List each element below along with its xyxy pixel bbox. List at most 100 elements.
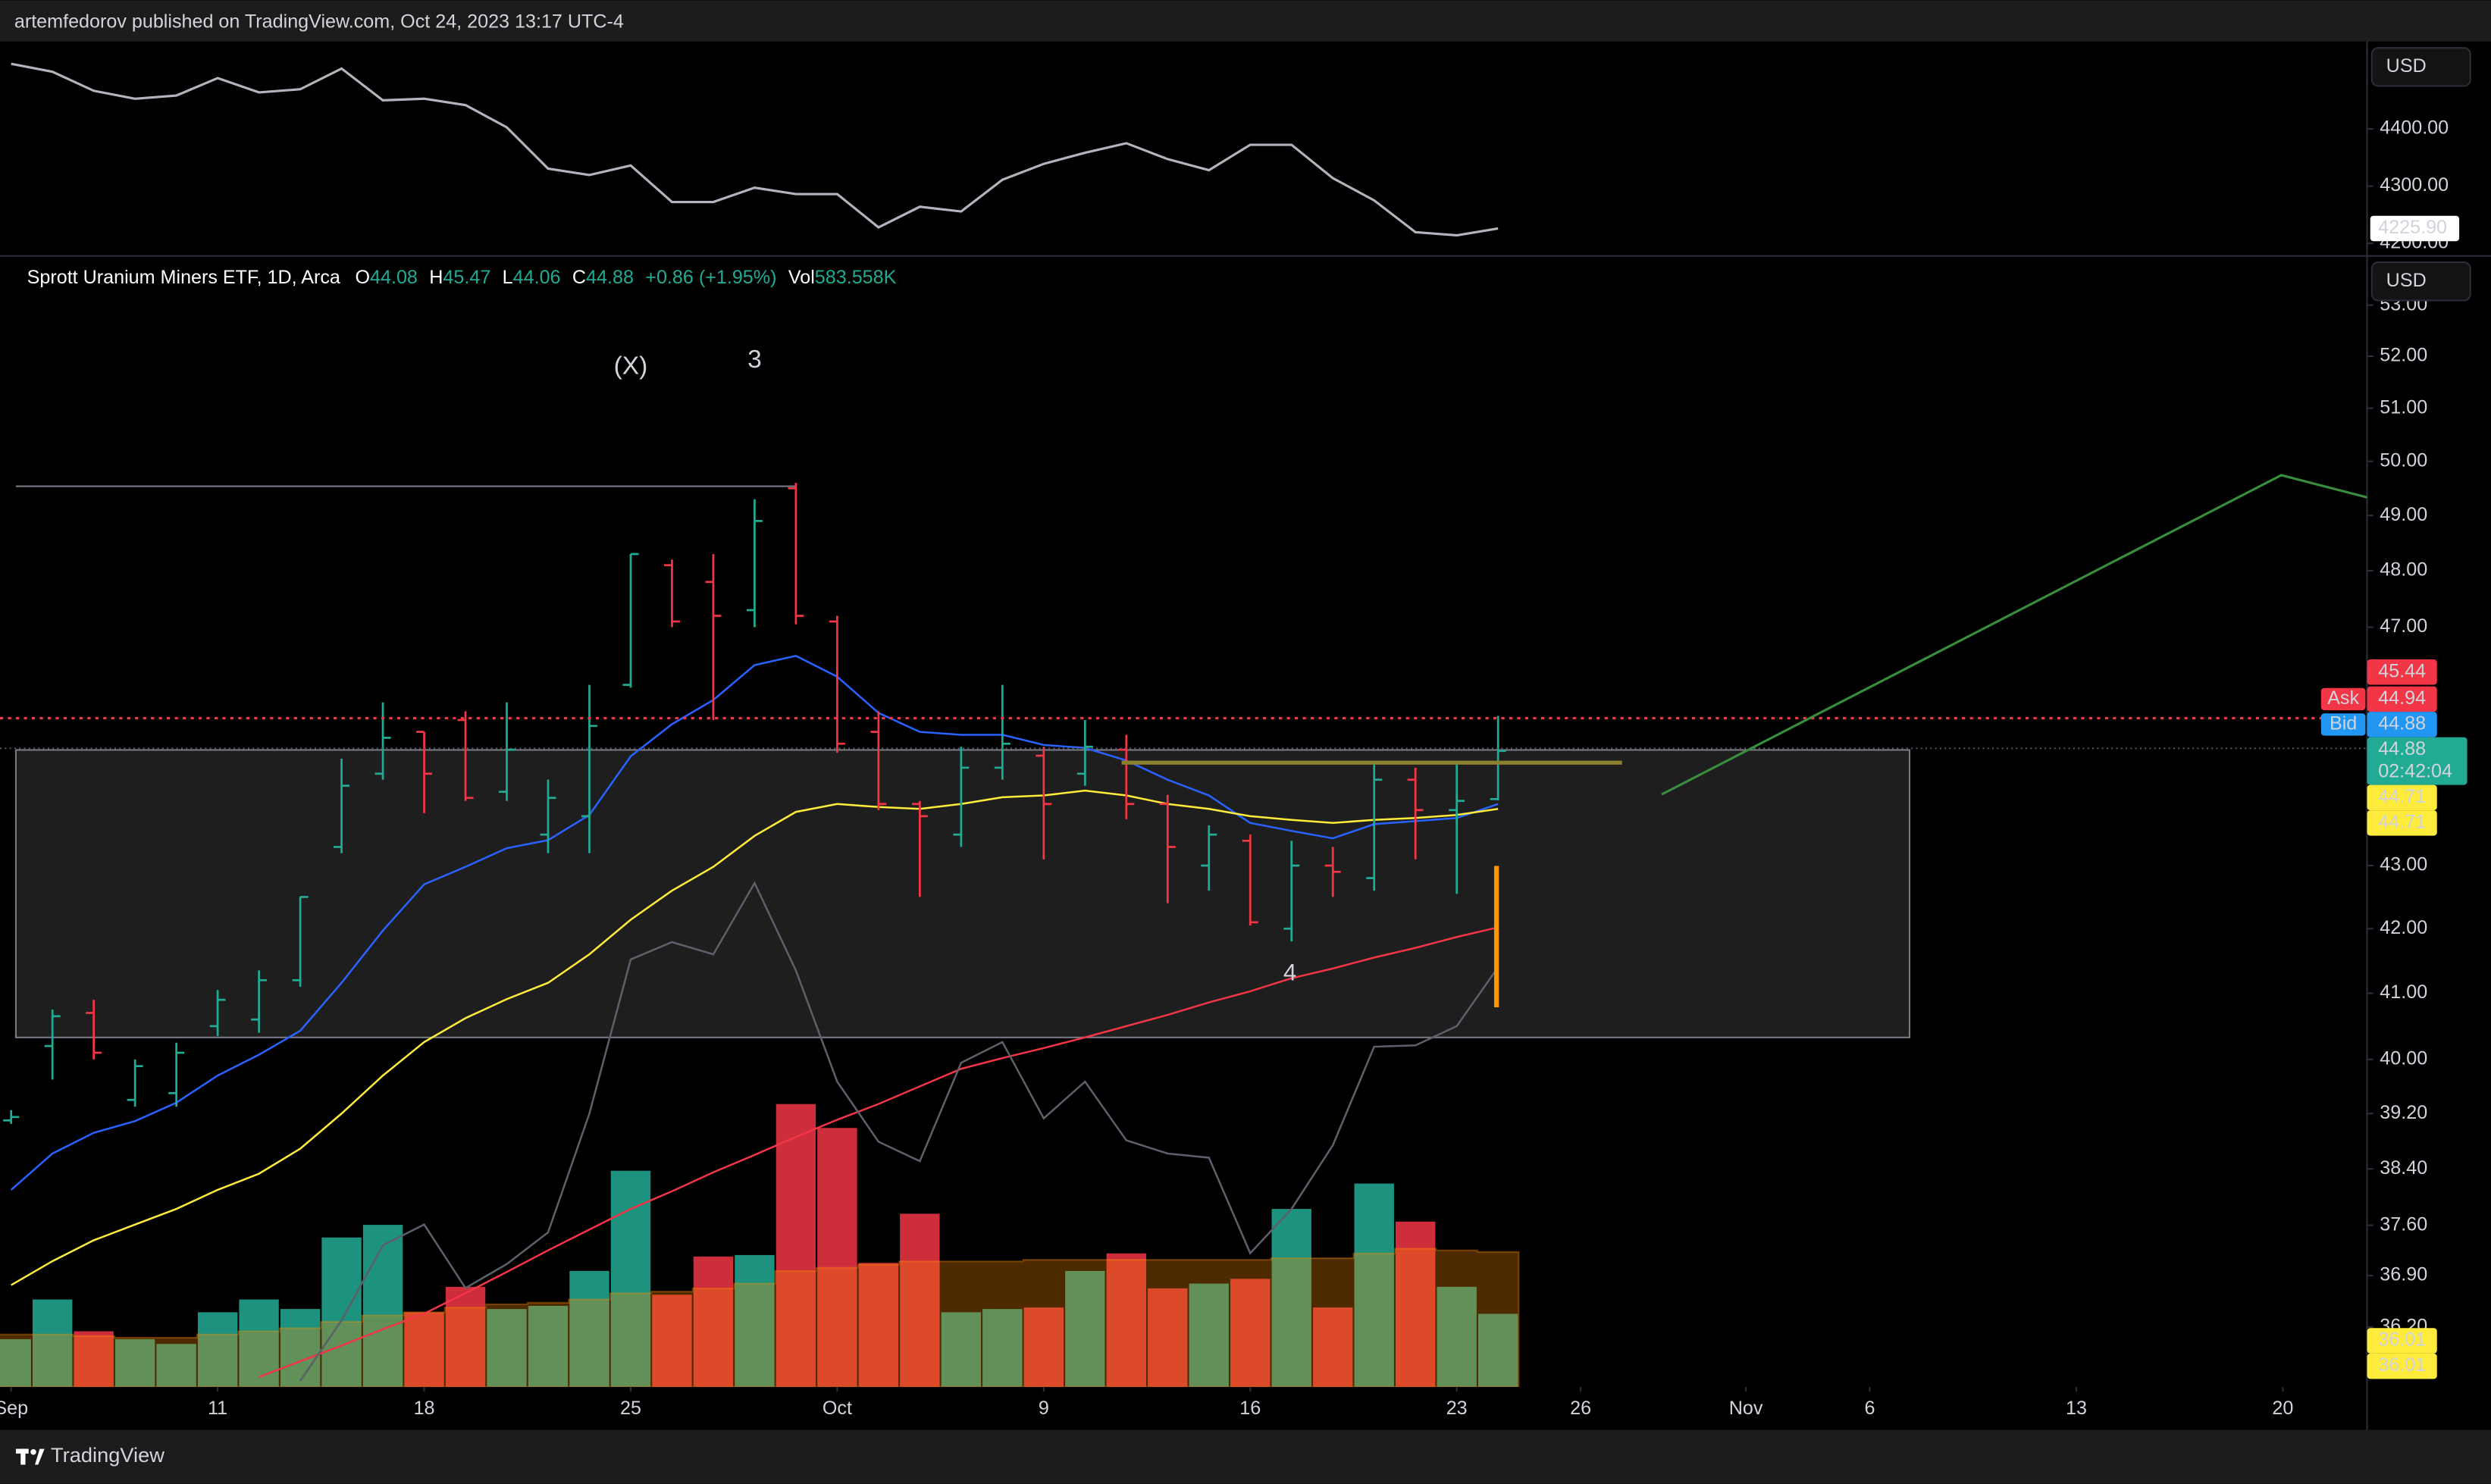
currency-button[interactable]: USD: [2370, 47, 2471, 87]
x-tick-label: 26: [1570, 1398, 1591, 1419]
y-tick-label: 40.00: [2380, 1047, 2427, 1069]
y-tick-label: 48.00: [2380, 559, 2427, 581]
x-tick-label: 23: [1446, 1398, 1468, 1419]
legend-value: 44.88: [586, 267, 634, 288]
volume-bar: [900, 1213, 940, 1387]
volume-bar: [32, 1299, 73, 1387]
price-tag-label: 44.88: [2378, 738, 2426, 759]
last-value-label: 4225.90: [2378, 217, 2447, 238]
y-tick-label: 41.00: [2380, 982, 2427, 1003]
header-text: artemfedorov published on TradingView.co…: [14, 11, 624, 32]
volume-bar: [941, 1312, 982, 1387]
bar-layer: [3, 483, 1506, 1124]
legend-value: 44.08: [370, 267, 418, 288]
price-tag: [2367, 1328, 2437, 1354]
price-tag-label: 44.94: [2378, 687, 2426, 709]
price-tag-side: [2320, 713, 2366, 736]
price-tag-label: 44.71: [2378, 812, 2426, 833]
y-tick-label: 43.00: [2380, 854, 2427, 875]
button-label[interactable]: USD: [2386, 55, 2427, 77]
legend-key: Vol: [788, 267, 815, 288]
wave-label: 3: [747, 346, 762, 374]
range-box: [14, 749, 1911, 1038]
volume-bar: [197, 1312, 238, 1387]
volume-bar: [982, 1309, 1023, 1387]
overlay-layer: [10, 655, 1499, 1382]
button-box[interactable]: [2370, 261, 2471, 302]
index-line: [11, 62, 1499, 237]
legend-change: +0.86 (+1.95%): [645, 267, 776, 288]
volume-bar: [1106, 1253, 1146, 1387]
volume-bar: [1023, 1307, 1064, 1387]
price-tag: [2367, 1353, 2437, 1379]
moving-average: [11, 789, 1499, 1286]
volume-bar: [1354, 1183, 1394, 1387]
x-tick-label: Oct: [822, 1398, 852, 1419]
volume-bar: [1189, 1283, 1229, 1387]
x-tick-label: 20: [2272, 1398, 2293, 1419]
y-tick-label: 42.00: [2380, 917, 2427, 938]
volume-bar: [1313, 1307, 1353, 1387]
y-tick-label: 47.00: [2380, 615, 2427, 637]
volume-bar: [1437, 1286, 1477, 1387]
legend-key: L: [503, 267, 513, 288]
legend-value: 583.558K: [815, 267, 897, 288]
projection-line: [1661, 474, 2367, 796]
volume-bar: [321, 1237, 362, 1387]
volume-ma-area: [0, 1248, 1520, 1387]
price-tag-countdown: 02:42:04: [2378, 760, 2452, 781]
price-tag-label: 36.01: [2378, 1329, 2426, 1351]
wave-label: 4: [1283, 959, 1296, 985]
volume-layer: [0, 1104, 1520, 1387]
legend-key: H: [429, 267, 443, 288]
x-tick-label: Nov: [1729, 1398, 1763, 1419]
volume-bar: [652, 1295, 692, 1387]
volume-bar: [404, 1312, 444, 1387]
currency-button[interactable]: USD: [2370, 261, 2471, 302]
legend-key: O: [355, 267, 370, 288]
volume-bar: [1395, 1221, 1436, 1387]
price-tag: [2367, 784, 2437, 811]
x-tick-label: 11: [208, 1398, 227, 1419]
volume-bar: [1148, 1288, 1188, 1387]
volume-bar: [487, 1309, 527, 1387]
volume-bar: [528, 1305, 569, 1387]
y-tick-label: 51.00: [2380, 396, 2427, 418]
y-tick-label: 4300.00: [2380, 174, 2449, 196]
x-tick-label: 25: [620, 1398, 641, 1419]
price-tag-label: 45.44: [2378, 660, 2426, 681]
x-tick-label: 9: [1039, 1398, 1049, 1419]
volume-bar: [735, 1254, 775, 1387]
button-label[interactable]: USD: [2386, 270, 2427, 291]
price-tag: [2367, 810, 2437, 836]
last-value-tag: [2370, 215, 2460, 242]
y-tick-label: 37.60: [2380, 1213, 2427, 1235]
volume-bar: [1230, 1279, 1271, 1387]
volume-bar: [569, 1270, 609, 1387]
price-tag-label: 44.71: [2378, 786, 2426, 807]
index-pane: [11, 62, 1499, 237]
price-tag-side: [2320, 687, 2366, 711]
volume-bar: [817, 1128, 857, 1387]
price-tags: 45.4444.94Ask44.88Bid44.8802:42:0444.714…: [2320, 659, 2468, 1379]
price-tag: [2367, 659, 2437, 685]
footer-text: TradingView: [51, 1443, 164, 1467]
price-tag-side-label: Bid: [2330, 713, 2357, 734]
x-tick-label: Sep: [0, 1398, 28, 1419]
legend: Sprott Uranium Miners ETF, 1D, Arca O44.…: [27, 267, 897, 288]
volume-bar: [74, 1331, 114, 1387]
price-tag-label: 36.01: [2378, 1354, 2426, 1376]
footer-bar: [0, 1429, 2491, 1484]
y-tick-label: 36.90: [2380, 1264, 2427, 1285]
x-tick-label: 16: [1239, 1398, 1261, 1419]
price-tag-side-label: Ask: [2327, 687, 2359, 709]
volume-bar: [610, 1170, 651, 1387]
button-box[interactable]: [2370, 47, 2471, 87]
main-pane: (X) 3 4: [0, 346, 2367, 1387]
volume-bar: [1065, 1270, 1105, 1387]
y-tick-label: 38.40: [2380, 1157, 2427, 1179]
price-tag: [2367, 712, 2437, 737]
